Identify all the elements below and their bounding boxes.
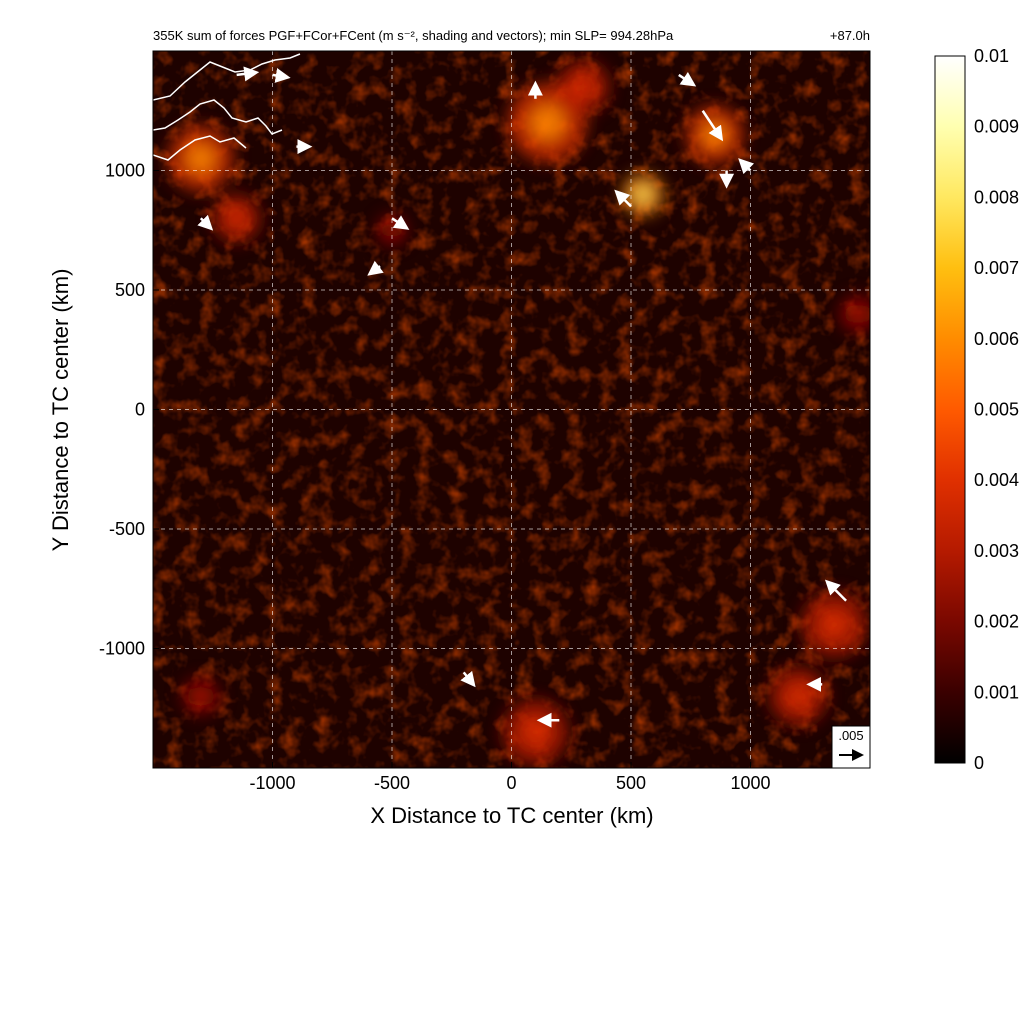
force-vector	[824, 579, 847, 602]
colorbar-tick-label: 0.01	[974, 46, 1009, 66]
x-axis-ticks: -1000 -500 0 500 1000	[249, 762, 771, 793]
hotspot-core-0	[185, 143, 216, 174]
colorbar-tick-label: 0.003	[974, 541, 1019, 561]
colorbar-tick-label: 0.007	[974, 258, 1019, 278]
x-tick-label: -1000	[249, 773, 295, 793]
hotspot-core-7	[785, 683, 812, 710]
y-tick-label: -500	[109, 519, 145, 539]
x-tick-label: -500	[374, 773, 410, 793]
y-axis-ticks: -1000 -500 0 500 1000	[99, 161, 159, 659]
hotspot-core-8	[520, 717, 551, 748]
reference-vector-box: .005	[831, 725, 871, 769]
y-tick-label: -1000	[99, 639, 145, 659]
hotspot-core-10	[849, 304, 868, 323]
x-tick-label: 1000	[730, 773, 770, 793]
x-tick-label: 0	[506, 773, 516, 793]
y-tick-label: 0	[135, 400, 145, 420]
force-vector	[391, 215, 410, 230]
force-vector	[460, 670, 476, 688]
force-vector	[272, 68, 291, 83]
force-vector	[236, 66, 260, 82]
colorbar-tick-label: 0	[974, 753, 984, 773]
coastline	[153, 53, 301, 161]
colorbar	[934, 55, 966, 764]
force-vector	[197, 214, 214, 231]
hotspot-core-9	[191, 687, 210, 706]
force-vector	[678, 71, 697, 87]
y-tick-label: 500	[115, 280, 145, 300]
y-tick-label: 1000	[105, 161, 145, 181]
x-tick-label: 500	[616, 773, 646, 793]
force-vector	[738, 158, 755, 175]
y-axis-label: Y Distance to TC center (km)	[48, 269, 73, 552]
force-vector	[614, 189, 632, 208]
colorbar-tick-label: 0.006	[974, 329, 1019, 349]
x-axis-label: X Distance to TC center (km)	[370, 803, 653, 828]
force-vectors	[197, 66, 847, 728]
hotspot-core-6	[819, 609, 850, 640]
force-vector	[701, 110, 724, 142]
colorbar-tick-label: 0.008	[974, 187, 1019, 207]
hotspot-core-3	[633, 184, 653, 204]
colorbar-tick-label: 0.002	[974, 612, 1019, 632]
chart-title: 355K sum of forces PGF+FCor+FCent (m s⁻²…	[153, 28, 674, 43]
time-label: +87.0h	[830, 28, 870, 43]
colorbar-tick-label: 0.004	[974, 470, 1019, 490]
hotspot-core-1	[225, 207, 248, 230]
colorbar-tick-label: 0.009	[974, 117, 1019, 137]
colorbar-tick-label: 0.001	[974, 682, 1019, 702]
colorbar-tick-label: 0.005	[974, 400, 1019, 420]
hotspot-core-5	[571, 74, 596, 99]
reference-vector-label: .005	[838, 728, 863, 743]
plot-area	[153, 51, 870, 768]
colorbar-ticks: 0 0.001 0.002 0.003 0.004 0.005 0.006 0.007 0.00…	[974, 46, 1019, 773]
hotspot-core-2	[529, 104, 566, 141]
hotspot-core-4	[701, 121, 728, 148]
force-vector	[367, 260, 384, 276]
